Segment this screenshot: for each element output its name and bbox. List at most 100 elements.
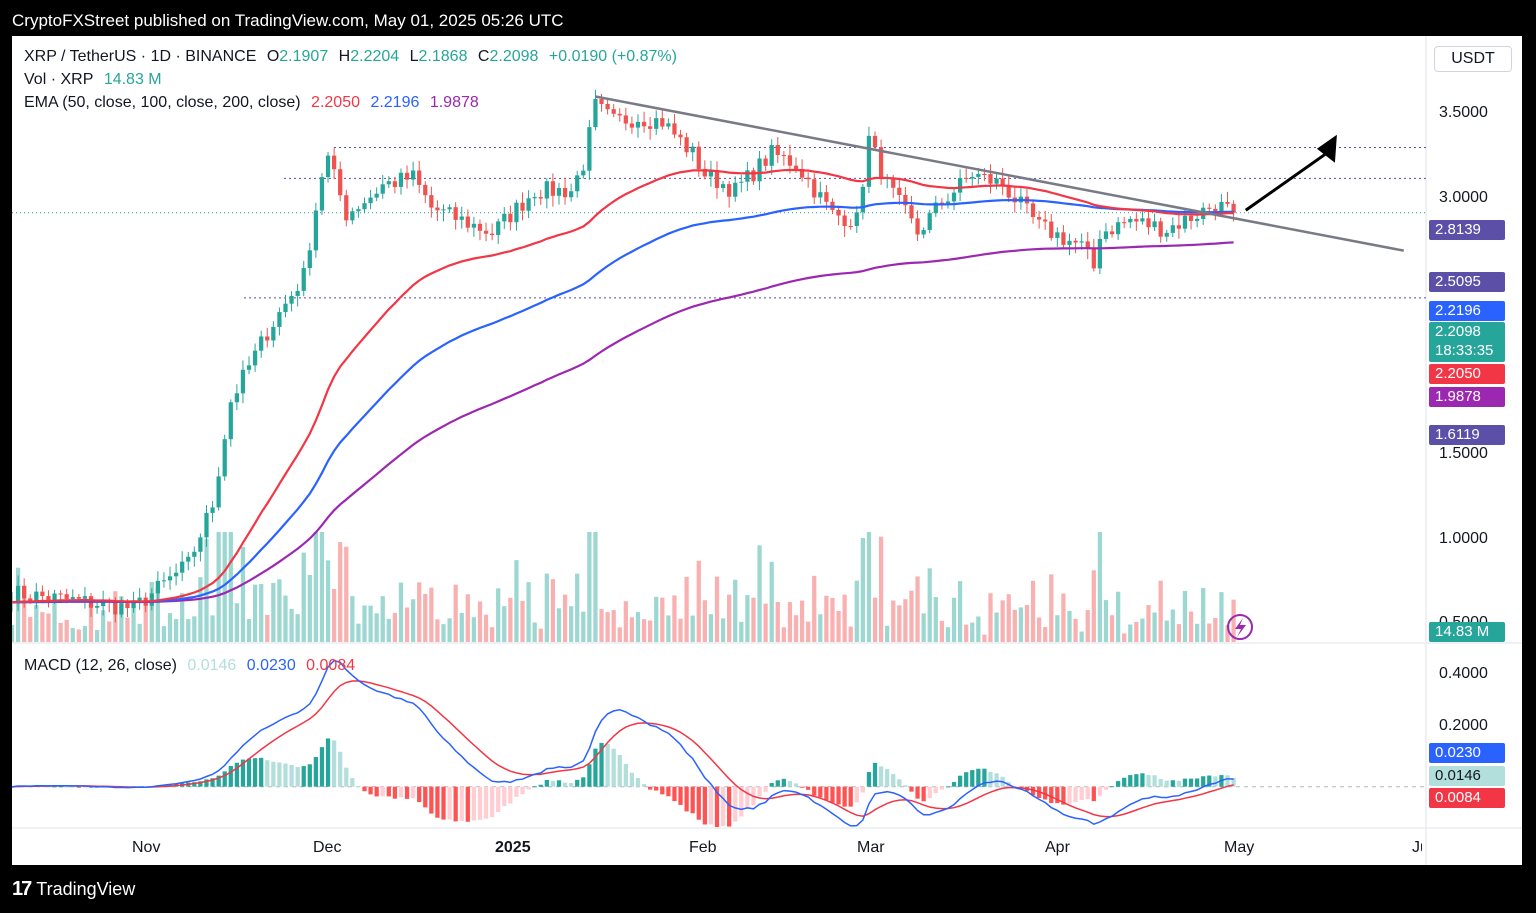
volume-bar xyxy=(556,608,562,642)
candle-body xyxy=(648,126,653,129)
candle-body xyxy=(271,326,276,341)
candle-body xyxy=(34,591,39,601)
macd-histogram-bar xyxy=(410,786,416,799)
candle-body xyxy=(52,593,57,601)
macd-histogram-bar xyxy=(848,786,853,807)
candle-body xyxy=(216,476,221,508)
volume-bar xyxy=(82,626,88,642)
macd-histogram-bar xyxy=(915,786,920,799)
price-tick: 0.5000 xyxy=(1439,614,1488,623)
candle-body xyxy=(1049,221,1054,238)
macd-histogram-bar xyxy=(82,786,88,788)
volume-bar xyxy=(824,595,829,642)
volume-bar xyxy=(28,616,33,642)
candle-body xyxy=(945,201,951,204)
volume-bar xyxy=(872,597,878,642)
volume-bar xyxy=(70,628,75,642)
volume-bar xyxy=(1091,570,1096,642)
macd-histogram-bar xyxy=(745,786,750,809)
macd-histogram-bar xyxy=(1134,774,1139,787)
volume-bar xyxy=(799,600,805,642)
candle-body xyxy=(502,213,507,222)
volume-bar xyxy=(854,580,859,642)
volume-legend: Vol · XRP 14.83 M xyxy=(24,71,168,89)
candle-body xyxy=(538,197,543,199)
ema100-value: 2.2196 xyxy=(370,94,420,111)
macd-histogram-bar xyxy=(435,786,440,818)
volume-bar xyxy=(1122,633,1127,642)
candle-body xyxy=(970,176,975,179)
candle-body xyxy=(155,580,160,594)
candle-body xyxy=(58,593,63,595)
candle-body xyxy=(696,146,701,169)
candle-body xyxy=(161,580,167,582)
candle-body xyxy=(417,170,422,185)
volume-bar xyxy=(173,619,179,642)
volume-bar xyxy=(1049,574,1054,642)
volume-bar xyxy=(423,593,428,642)
candle-body xyxy=(581,170,586,176)
volume-bar xyxy=(58,622,63,642)
candle-body xyxy=(939,202,944,204)
candle-body xyxy=(1000,178,1005,187)
candle-body xyxy=(605,103,610,110)
chart-panel[interactable]: XRP / TetherUS · 1D · BINANCE O2.1907 H2… xyxy=(12,36,1522,865)
volume-bar xyxy=(708,614,714,642)
volume-bar xyxy=(471,617,477,642)
candle-body xyxy=(240,369,246,394)
volume-bar xyxy=(526,582,531,642)
macd-histogram-bar xyxy=(836,786,841,805)
macd-histogram-bar xyxy=(526,786,531,790)
volume-bar xyxy=(271,582,276,642)
candle-body xyxy=(180,561,185,573)
candle-body xyxy=(149,593,154,606)
candle-body xyxy=(198,537,203,552)
macd-histogram-bar xyxy=(793,783,799,787)
macd-histogram-bar xyxy=(368,786,373,795)
candle-body xyxy=(720,184,726,188)
volume-bar xyxy=(301,552,306,642)
candle-body xyxy=(301,268,306,291)
macd-histogram-bar xyxy=(720,786,726,827)
volume-bar xyxy=(866,532,872,642)
macd-histogram-bar xyxy=(52,786,57,788)
symbol-name: XRP / TetherUS · 1D · BINANCE xyxy=(24,48,257,65)
volume-bar xyxy=(1024,604,1030,642)
currency-selector[interactable]: USDT xyxy=(1434,46,1512,72)
macd-histogram-bar xyxy=(502,786,507,807)
macd-histogram-bar xyxy=(441,786,446,820)
macd-histogram-bar xyxy=(1170,780,1175,787)
volume-bar xyxy=(939,620,944,642)
candle-body xyxy=(265,336,270,341)
candle-body xyxy=(1073,240,1078,243)
macd-histogram-bar xyxy=(921,786,926,802)
candle-body xyxy=(702,168,707,177)
macd-histogram-bar xyxy=(605,743,610,787)
candle-body xyxy=(344,195,349,221)
volume-bar xyxy=(538,628,543,642)
volume-bar xyxy=(125,617,130,642)
candle-body xyxy=(951,192,957,202)
volume-bar xyxy=(386,618,391,642)
macd-histogram-bar xyxy=(380,786,385,797)
candle-body xyxy=(508,213,513,223)
macd-histogram-bar xyxy=(872,762,878,787)
tradingview-brand[interactable]: 17 TradingView xyxy=(12,878,135,901)
candle-body xyxy=(1231,203,1236,213)
candle-body xyxy=(186,556,191,562)
candle-body xyxy=(781,155,786,157)
macd-histogram-bar xyxy=(325,738,331,787)
volume-bar xyxy=(435,619,440,642)
candle-body xyxy=(40,591,45,597)
volume-bar xyxy=(1158,580,1163,642)
macd-histogram-bar xyxy=(769,783,774,787)
chart-canvas[interactable] xyxy=(12,36,1522,865)
macd-histogram-bar xyxy=(1097,786,1103,796)
macd-histogram-bar xyxy=(423,786,428,808)
volume-bar xyxy=(222,532,227,642)
volume-bar xyxy=(593,532,598,642)
volume-bar xyxy=(252,584,258,642)
candle-body xyxy=(374,193,379,198)
volume-bar xyxy=(629,617,635,642)
candle-body xyxy=(1188,215,1194,221)
